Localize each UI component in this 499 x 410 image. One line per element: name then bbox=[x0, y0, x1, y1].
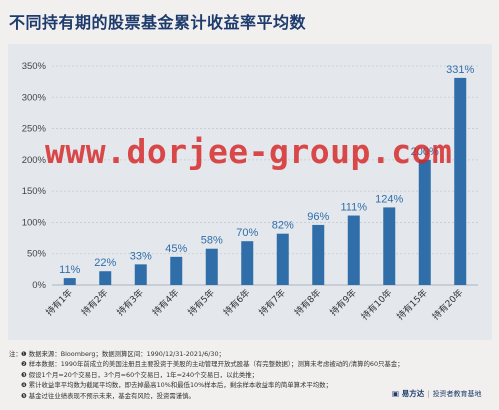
bar bbox=[312, 224, 325, 285]
y-tick-label: 200% bbox=[22, 155, 47, 166]
data-label: 82% bbox=[272, 220, 294, 232]
footnotes: 注： ❶ 数据来源：Bloomberg；数据测算区间：1990/12/31-20… bbox=[9, 349, 491, 401]
bar bbox=[347, 215, 360, 285]
brand-separator: | bbox=[427, 390, 430, 398]
note-line: ❹ 累计收益率平均数为截尾平均数，即去掉最高10%和最低10%样本后，剩余样本收… bbox=[21, 381, 332, 390]
x-tick-label: 持有6年 bbox=[221, 287, 253, 319]
data-label: 124% bbox=[375, 193, 403, 205]
bar bbox=[383, 207, 396, 285]
bar-chart: 0% 50% 100% 150% 200% 250% 300% 350% 11% 持有1年 22% 持… bbox=[22, 61, 478, 323]
data-label: 33% bbox=[130, 250, 152, 262]
bar bbox=[418, 159, 431, 285]
note-line: ❶ 数据来源：Bloomberg；数据测算区间：1990/12/31-2021/… bbox=[21, 350, 225, 358]
x-tick-label: 持有20年 bbox=[430, 287, 466, 323]
data-label: 22% bbox=[94, 257, 116, 269]
x-tick-label: 持有7年 bbox=[256, 287, 288, 319]
y-tick-label: 50% bbox=[27, 249, 47, 260]
x-tick-label: 持有8年 bbox=[292, 287, 324, 319]
note-line: ❸ 假设1个月=20个交易日，3个月=60个交易日，1年=240个交易日，以此类… bbox=[21, 370, 259, 379]
data-label: 111% bbox=[340, 202, 367, 214]
y-tick-label: 150% bbox=[22, 186, 47, 197]
data-label: 331% bbox=[446, 64, 474, 76]
data-label: 45% bbox=[165, 243, 187, 255]
notes-label: 注： bbox=[9, 350, 22, 358]
x-tick-label: 持有10年 bbox=[359, 287, 395, 323]
chart-title: 不同持有期的股票基金累计收益率平均数 bbox=[9, 13, 307, 32]
bar bbox=[99, 271, 112, 285]
y-tick-label: 300% bbox=[22, 92, 47, 103]
watermark-text: www.dorjee-group.com bbox=[45, 132, 453, 171]
bar bbox=[63, 278, 76, 285]
brand-logo: ▣ 易方达 bbox=[392, 389, 425, 398]
data-label: 11% bbox=[59, 264, 80, 276]
x-tick-label: 持有4年 bbox=[150, 287, 182, 319]
bar bbox=[241, 241, 254, 285]
y-tick-label: 100% bbox=[22, 217, 47, 228]
y-tick-label: 250% bbox=[22, 124, 47, 135]
x-tick-label: 持有2年 bbox=[79, 287, 111, 319]
y-tick-label: 0% bbox=[32, 280, 46, 291]
x-tick-label: 持有1年 bbox=[43, 287, 75, 319]
note-line: ❺ 基金过往业绩表现不预示未来，基金有风险，投资需谨慎。 bbox=[21, 391, 195, 400]
data-label: 96% bbox=[307, 211, 329, 223]
y-tick-label: 350% bbox=[22, 61, 47, 72]
bar bbox=[276, 233, 289, 285]
x-tick-label: 持有15年 bbox=[394, 287, 430, 323]
data-label: 70% bbox=[236, 227, 258, 239]
brand-footer: ▣ 易方达 | 投资者教育基地 bbox=[392, 388, 482, 399]
note-line: ❷ 样本数据：1990年前成立的美国注册且主要投资于美股的主动管理开放式股基（有… bbox=[21, 360, 404, 369]
bar bbox=[134, 264, 147, 285]
bar bbox=[205, 248, 218, 285]
x-tick-label: 持有9年 bbox=[327, 287, 359, 319]
chart-panel: 0% 50% 100% 150% 200% 250% 300% 350% 11% 持有1年 22% 持… bbox=[8, 44, 492, 340]
brand-tagline: 投资者教育基地 bbox=[432, 390, 482, 398]
data-label: 200% bbox=[411, 146, 439, 158]
bar bbox=[170, 256, 183, 285]
data-label: 58% bbox=[201, 235, 223, 247]
x-tick-label: 持有5年 bbox=[185, 287, 217, 319]
x-tick-label: 持有3年 bbox=[114, 287, 146, 319]
bar bbox=[454, 77, 467, 285]
